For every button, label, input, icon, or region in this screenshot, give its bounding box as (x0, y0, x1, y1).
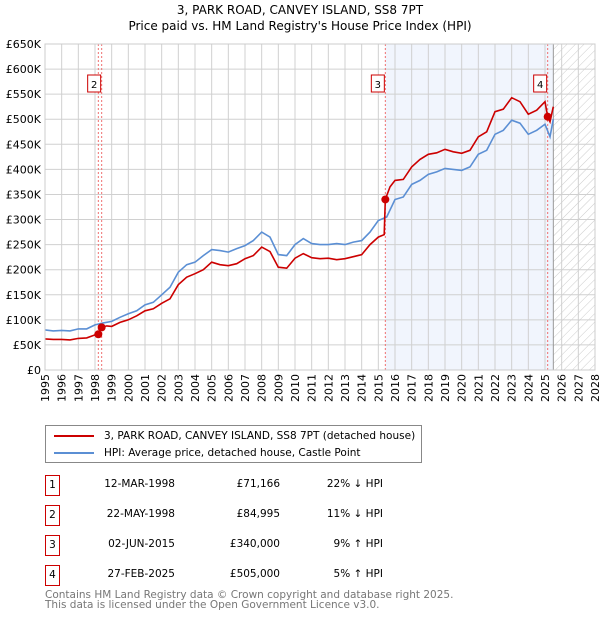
transaction-hpi: 22% ↓ HPI (326, 478, 383, 490)
sale-label-box (87, 74, 102, 93)
plot-border (44, 43, 596, 371)
y-tick-label: £400K (6, 163, 42, 176)
y-tick-label: £550K (6, 88, 42, 101)
x-tick-label: 2013 (339, 374, 352, 402)
legend: 3, PARK ROAD, CANVEY ISLAND, SS8 7PT (de… (45, 425, 422, 463)
x-tick-label: 2023 (506, 374, 519, 402)
sale-label: 2 (91, 80, 97, 91)
x-tick-label: 1999 (106, 374, 119, 402)
transaction-date: 12-MAR-1998 (104, 478, 175, 490)
legend-swatch-blue (54, 452, 94, 454)
y-tick-label: £150K (6, 289, 42, 302)
x-tick-label: 2026 (556, 374, 569, 402)
legend-swatch-red (54, 435, 94, 437)
x-tick-label: 2010 (289, 374, 302, 402)
y-tick-label: £500K (6, 113, 42, 126)
x-tick-label: 1996 (56, 374, 69, 402)
transaction-price: £71,166 (236, 478, 280, 490)
transaction-row: 2 22-MAY-1998 £84,995 11% ↓ HPI (45, 505, 445, 526)
x-tick-label: 2007 (239, 374, 252, 402)
x-tick-label: 2018 (422, 374, 435, 402)
sale-point (94, 330, 103, 339)
x-tick-label: 2012 (322, 374, 335, 402)
y-tick-label: £300K (6, 214, 42, 227)
footer-copyright: Contains HM Land Registry data © Crown c… (45, 589, 454, 601)
x-tick-label: 2001 (139, 374, 152, 402)
x-tick-label: 2002 (156, 374, 169, 402)
y-tick-label: £200K (6, 264, 42, 277)
y-tick-label: £350K (6, 188, 42, 201)
transaction-number: 4 (45, 565, 60, 586)
shaded-region (385, 44, 554, 370)
price-chart: 3, PARK ROAD, CANVEY ISLAND, SS8 7PT Pri… (6, 3, 600, 402)
legend-item-hpi: HPI: Average price, detached house, Cast… (54, 445, 361, 461)
y-tick-label: £650K (6, 38, 42, 51)
transaction-number: 3 (45, 535, 60, 556)
sale-label-box (533, 74, 548, 93)
x-tick-label: 2003 (172, 374, 185, 402)
sale-point (543, 112, 552, 121)
x-tick-label: 2017 (406, 374, 419, 402)
x-tick-label: 2016 (389, 374, 402, 402)
x-tick-label: 2009 (272, 374, 285, 402)
legend-label: 3, PARK ROAD, CANVEY ISLAND, SS8 7PT (de… (104, 430, 416, 442)
y-tick-label: £50K (13, 339, 42, 352)
legend-label: HPI: Average price, detached house, Cast… (104, 447, 361, 459)
footer-licence: This data is licensed under the Open Gov… (45, 599, 380, 611)
transaction-hpi: 9% ↑ HPI (333, 538, 383, 550)
x-tick-label: 2020 (456, 374, 469, 402)
transaction-row: 4 27-FEB-2025 £505,000 5% ↑ HPI (45, 565, 445, 586)
sale-label: 3 (375, 80, 381, 91)
legend-item-property: 3, PARK ROAD, CANVEY ISLAND, SS8 7PT (de… (54, 428, 415, 444)
transaction-hpi: 5% ↑ HPI (333, 568, 383, 580)
transaction-date: 22-MAY-1998 (106, 508, 175, 520)
x-tick-label: 2021 (472, 374, 485, 402)
x-tick-label: 2019 (439, 374, 452, 402)
x-tick-label: 2024 (522, 374, 535, 402)
x-tick-label: 2015 (372, 374, 385, 402)
x-tick-label: 2008 (256, 374, 269, 402)
transaction-price: £505,000 (229, 568, 280, 580)
transaction-number: 2 (45, 505, 60, 526)
y-tick-label: £100K (6, 314, 42, 327)
chart-title: 3, PARK ROAD, CANVEY ISLAND, SS8 7PT (177, 3, 424, 17)
chart-subtitle: Price paid vs. HM Land Registry's House … (128, 19, 471, 33)
series-line-property (44, 96, 555, 341)
transaction-date: 27-FEB-2025 (107, 568, 175, 580)
transaction-row: 3 02-JUN-2015 £340,000 9% ↑ HPI (45, 535, 445, 556)
x-tick-label: 2022 (489, 374, 502, 402)
series-line-hpi (44, 119, 555, 332)
transaction-row: 1 12-MAR-1998 £71,166 22% ↓ HPI (45, 475, 445, 496)
x-tick-label: 2028 (589, 374, 600, 402)
forecast-hatched-region (553, 44, 595, 370)
y-tick-label: £600K (6, 63, 42, 76)
transaction-date: 02-JUN-2015 (108, 538, 175, 550)
footer: Contains HM Land Registry data © Crown c… (45, 589, 454, 611)
x-tick-label: 1995 (39, 374, 52, 402)
x-tick-label: 2025 (539, 374, 552, 402)
x-tick-label: 2000 (122, 374, 135, 402)
x-tick-label: 2014 (356, 374, 369, 402)
x-tick-label: 2005 (206, 374, 219, 402)
transaction-hpi: 11% ↓ HPI (326, 508, 383, 520)
x-tick-label: 2027 (572, 374, 585, 402)
x-tick-label: 2004 (189, 374, 202, 402)
sale-label-box (370, 74, 385, 93)
transaction-number: 1 (45, 475, 60, 496)
x-tick-label: 2011 (306, 374, 319, 402)
y-tick-label: £450K (6, 138, 42, 151)
y-tick-label: £0 (27, 364, 41, 377)
x-tick-label: 1997 (72, 374, 85, 402)
x-tick-label: 2006 (222, 374, 235, 402)
sale-point (381, 195, 390, 204)
sale-point (97, 323, 106, 332)
transaction-price: £84,995 (236, 508, 280, 520)
transaction-price: £340,000 (229, 538, 280, 550)
x-tick-label: 1998 (89, 374, 102, 402)
y-tick-label: £250K (6, 239, 42, 252)
sale-label: 4 (537, 80, 543, 91)
